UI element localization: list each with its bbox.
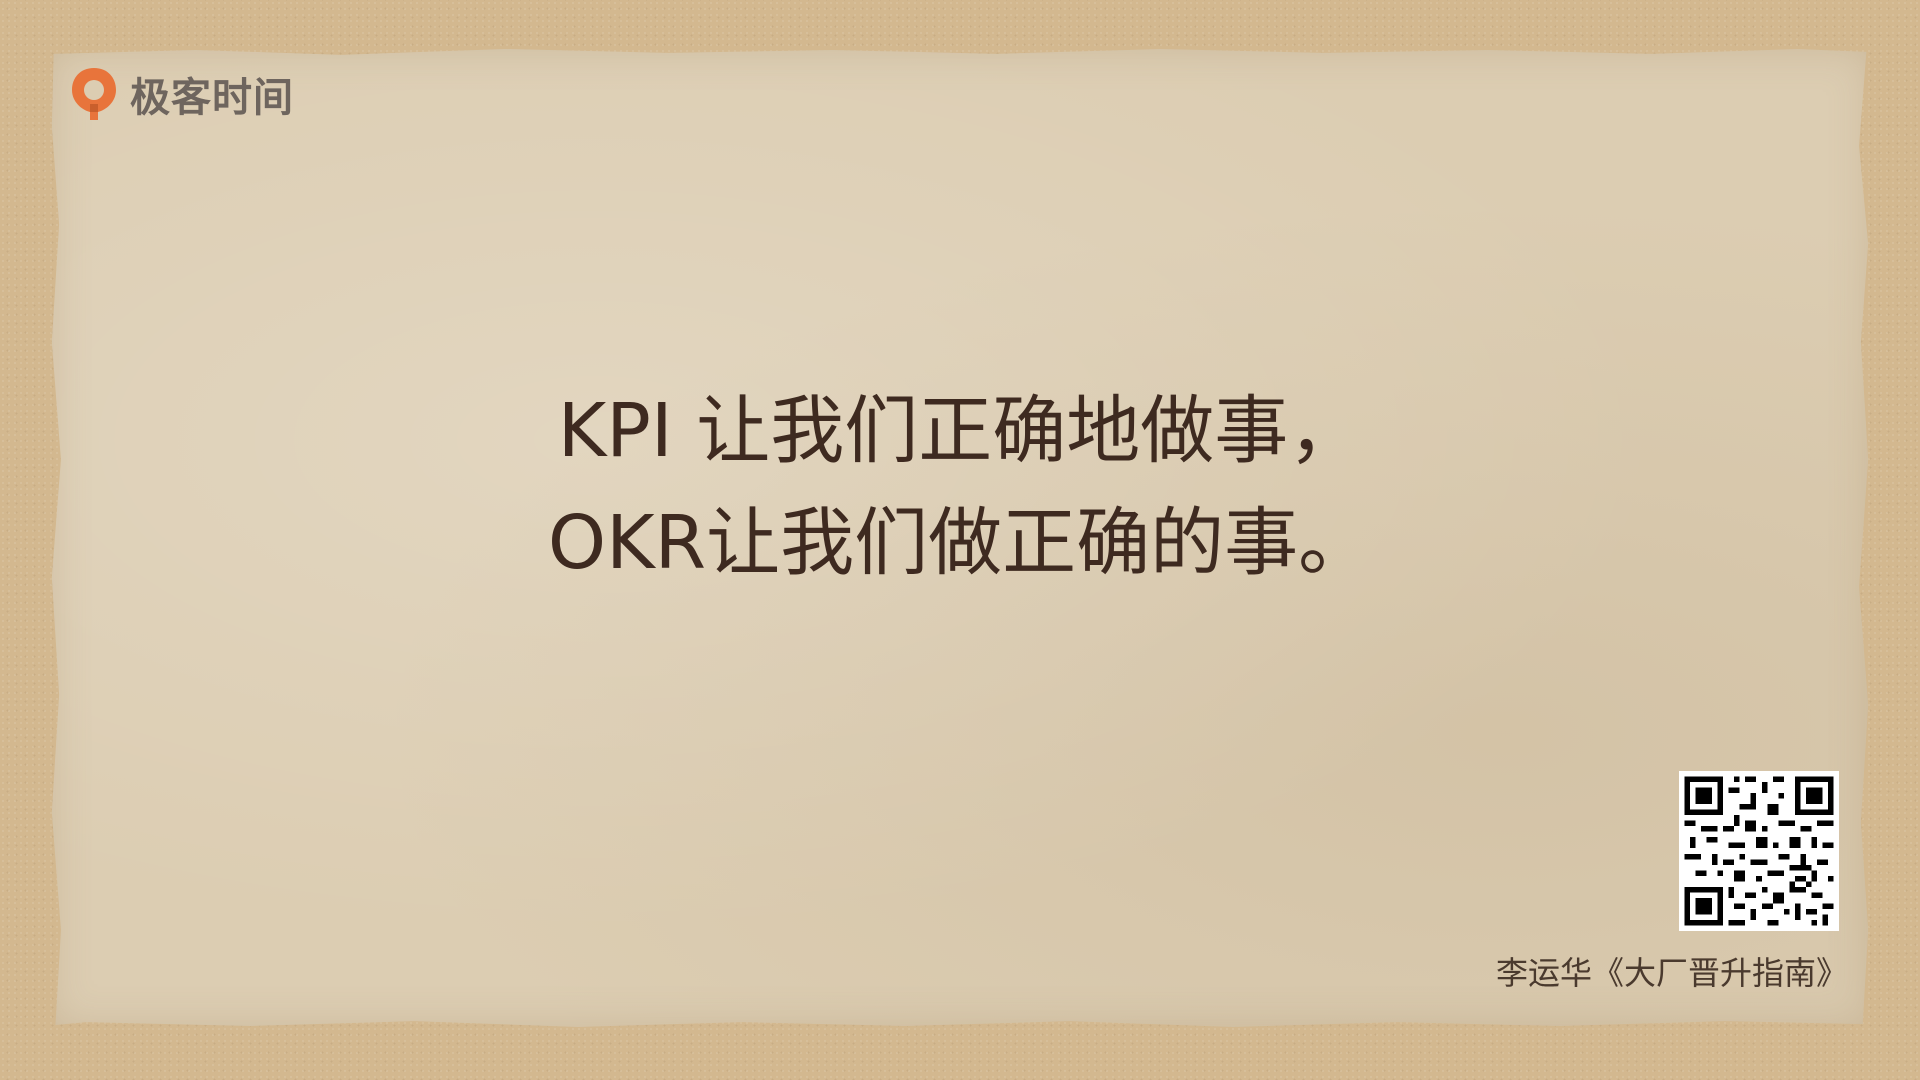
quote-line-1: KPI 让我们正确地做事， xyxy=(557,388,1363,474)
brand-logo: 极客时间 xyxy=(68,64,294,124)
paper-card xyxy=(51,48,1869,1028)
qr-code-icon xyxy=(1679,771,1839,931)
quote-line-2: OKR让我们做正确的事。 xyxy=(547,500,1373,586)
quote-block: KPI 让我们正确地做事， OKR让我们做正确的事。 xyxy=(0,375,1920,599)
book-caption: 李运华《大厂晋升指南》 xyxy=(1495,954,1848,992)
brand-name: 极客时间 xyxy=(130,75,294,121)
geektime-logo-icon xyxy=(72,68,116,120)
qr-code xyxy=(1679,771,1839,931)
